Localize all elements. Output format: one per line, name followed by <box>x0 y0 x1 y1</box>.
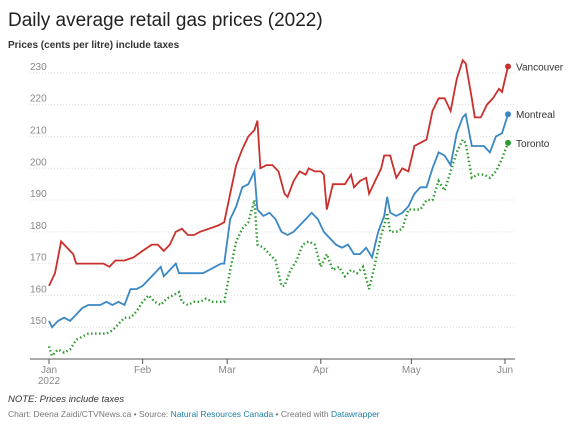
line-vancouver <box>48 58 509 287</box>
y-tick-label: 220 <box>30 94 47 105</box>
end-dot <box>505 111 512 118</box>
line-montreal <box>48 112 509 329</box>
x-tick-label: Jun <box>497 365 513 376</box>
credit: Chart: Deena Zaidi/CTVNews.ca • Source: … <box>8 409 380 419</box>
tool-link[interactable]: Datawrapper <box>331 409 380 419</box>
y-tick-label: 150 <box>30 316 47 327</box>
y-tick-label: 170 <box>30 253 47 264</box>
series-label: Toronto <box>516 139 550 150</box>
y-tick-label: 230 <box>30 62 47 73</box>
credit-middle: • Created with <box>273 409 331 419</box>
series-label: Montreal <box>516 110 555 121</box>
x-year-label: 2022 <box>38 376 61 387</box>
end-dot <box>505 139 512 146</box>
series-label: Vancouver <box>516 63 564 74</box>
chart-subtitle: Prices (cents per litre) include taxes <box>8 40 180 51</box>
x-tick-label: Jan <box>41 365 57 376</box>
y-tick-label: 160 <box>30 284 47 295</box>
source-link[interactable]: Natural Resources Canada <box>171 409 274 419</box>
y-tick-label: 180 <box>30 221 47 232</box>
note: NOTE: Prices include taxes <box>8 394 124 405</box>
x-tick-label: Apr <box>313 365 329 376</box>
x-tick-label: Feb <box>134 365 152 376</box>
x-tick-label: May <box>402 365 421 376</box>
y-tick-label: 190 <box>30 189 47 200</box>
chart-title: Daily average retail gas prices (2022) <box>8 10 323 31</box>
x-tick-label: Mar <box>219 365 237 376</box>
end-dot <box>505 63 512 70</box>
credit-prefix: Chart: Deena Zaidi/CTVNews.ca • Source: <box>8 409 171 419</box>
y-tick-label: 210 <box>30 125 47 136</box>
y-tick-label: 200 <box>30 157 47 168</box>
